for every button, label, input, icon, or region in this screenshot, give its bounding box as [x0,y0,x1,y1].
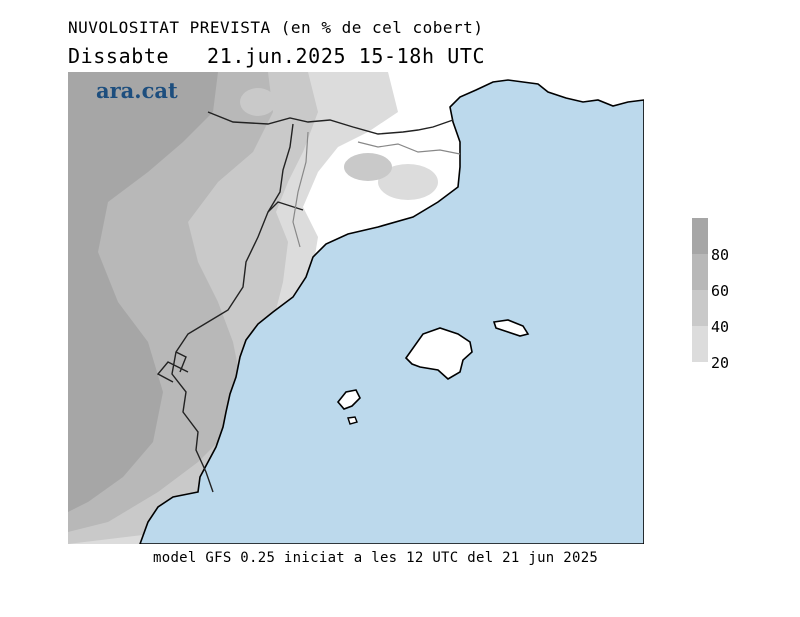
cloud-cover-map [68,72,644,544]
regional-border [267,201,304,213]
legend-label-80: 80 [711,246,730,264]
legend-swatch [692,326,708,362]
cloud-patch [378,164,438,200]
regional-border [292,131,309,248]
formentera-island [347,416,358,425]
map-title: NUVOLOSITAT PREVISTA (en % de cel cobert… [68,18,484,37]
legend-label-20: 20 [711,354,730,372]
legend-swatch [692,290,708,326]
legend-label-40: 40 [711,318,730,336]
cloud-patch [240,88,276,116]
eivissa-island [336,389,361,410]
menorca-island [492,319,530,337]
regional-border [156,361,189,383]
legend-swatch [692,218,708,254]
regional-border [357,141,461,155]
cloud-patch [344,153,392,181]
legend-label-60: 60 [711,282,730,300]
regional-border [171,123,294,493]
legend-swatch [692,254,708,290]
forecast-date: Dissabte 21.jun.2025 15-18h UTC [68,44,486,68]
ara-cat-logo: ara.cat [96,78,178,103]
mallorca-island [404,327,473,380]
color-legend [692,218,708,362]
mediterranean-sea [139,79,644,544]
model-info: model GFS 0.25 iniciat a les 12 UTC del … [153,550,599,566]
regional-border [207,111,454,135]
cloud-zone-darkest [68,72,218,512]
regional-border [175,351,187,373]
